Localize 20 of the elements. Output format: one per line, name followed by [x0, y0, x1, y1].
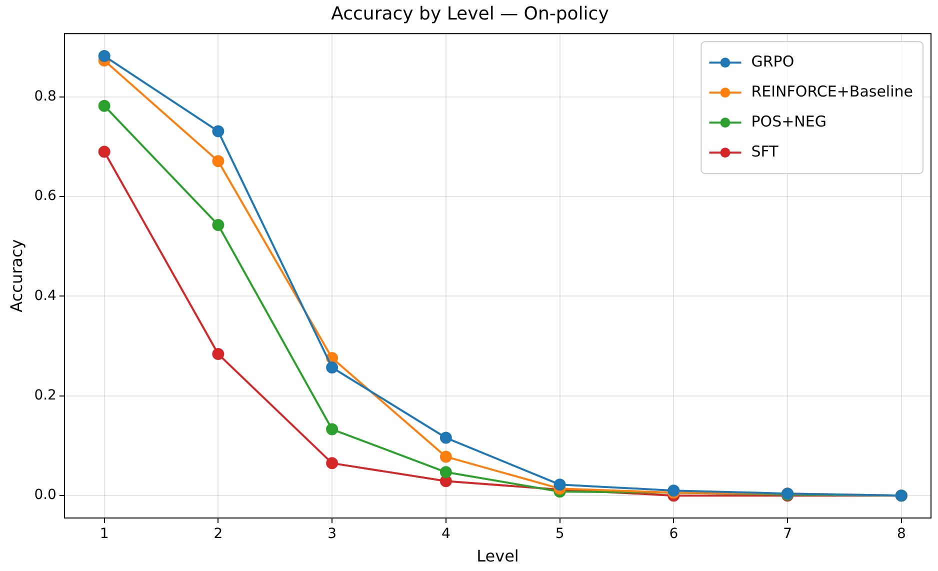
x-axis-title: Level — [476, 546, 519, 566]
legend-label: POS+NEG — [751, 112, 826, 130]
y-tick-label: 0.0 — [34, 487, 56, 504]
y-tick-label: 0.4 — [34, 288, 57, 304]
legend-label: SFT — [751, 142, 780, 160]
y-axis-title: Accuracy — [6, 239, 26, 312]
x-tick-label: 3 — [328, 526, 337, 542]
legend-label: GRPO — [751, 52, 794, 70]
y-tick-label: 0.6 — [34, 188, 57, 204]
x-tick-label: 6 — [669, 526, 678, 542]
y-tick-label: 0.8 — [34, 88, 56, 105]
legend-label: REINFORCE+Baseline — [751, 82, 914, 100]
x-tick-label: 8 — [896, 526, 906, 542]
chart-title: Accuracy by Level — On-policy — [331, 3, 610, 24]
x-tick-label: 5 — [555, 526, 564, 542]
x-tick-label: 2 — [214, 526, 223, 542]
x-tick-label: 7 — [783, 526, 792, 542]
x-tick-label: 4 — [441, 526, 450, 542]
x-tick-label: 1 — [100, 526, 109, 542]
y-tick-label: 0.2 — [34, 388, 56, 404]
